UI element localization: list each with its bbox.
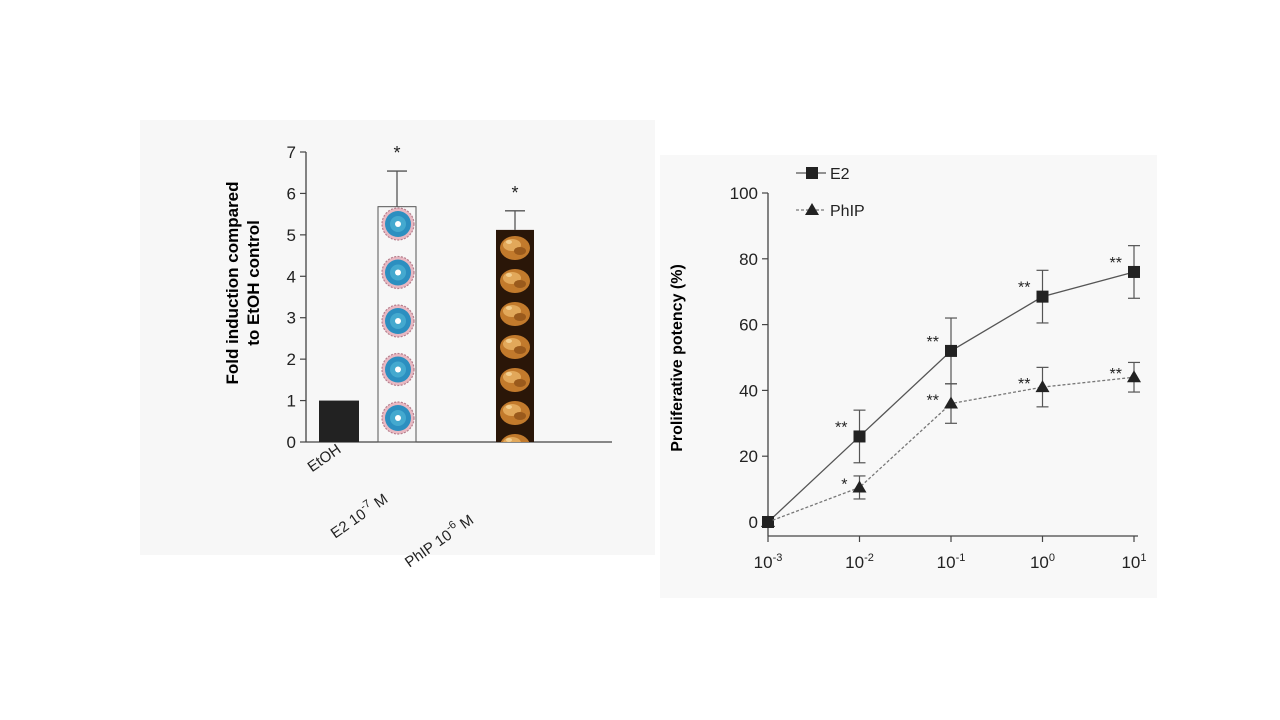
line-x-tick-label: 10-3 (754, 552, 783, 572)
data-point-triangle (852, 480, 867, 493)
line-y-tick-label: 80 (739, 250, 758, 269)
bar-y-tick-label: 2 (287, 350, 296, 369)
line-y-tick-label: 20 (739, 447, 758, 466)
line-y-tick-label: 40 (739, 381, 758, 400)
data-point-square (1128, 265, 1140, 278)
significance-label: ** (927, 334, 939, 351)
bar-significance-label: * (511, 183, 518, 203)
data-point-triangle (761, 515, 775, 527)
bar-y-tick-label: 7 (287, 143, 296, 162)
data-point-square (853, 430, 866, 443)
legend-label: E2 (830, 166, 850, 183)
significance-label: ** (1110, 366, 1122, 383)
line-x-tick-label: 10-1 (937, 552, 966, 572)
bar (496, 229, 534, 442)
line-y-tick-label: 0 (749, 513, 758, 532)
bar-y-axis-label-line-2: to EtOH control (244, 220, 263, 346)
line-x-tick-label: 10-2 (845, 552, 874, 572)
legend-label: PhIP (830, 203, 865, 220)
bar-y-axis-label-line-1: Fold induction compared (223, 181, 242, 384)
line-x-tick-label: 101 (1121, 552, 1146, 572)
bar-y-tick-label: 6 (287, 184, 296, 203)
bar-y-tick-label: 5 (287, 226, 296, 245)
line-y-tick-label: 100 (730, 184, 758, 203)
legend-marker-triangle (805, 203, 819, 215)
data-point-square (1036, 290, 1049, 303)
data-point-triangle (944, 396, 958, 409)
bar-y-tick-label: 3 (287, 309, 296, 328)
legend-marker-square (806, 167, 818, 179)
line-x-tick-label: 100 (1030, 552, 1055, 572)
significance-label: ** (927, 393, 939, 410)
line-y-axis-label: Proliferative potency (%) (669, 264, 686, 452)
line-chart-panel (660, 155, 1157, 598)
data-point-triangle (1035, 380, 1050, 393)
significance-label: ** (1110, 255, 1122, 272)
bar-significance-label: * (393, 143, 400, 163)
bar-y-tick-label: 1 (287, 392, 296, 411)
bar (377, 206, 417, 443)
line-y-tick-label: 60 (739, 316, 758, 335)
significance-label: ** (1018, 376, 1030, 393)
legend: E2 PhIP (796, 166, 865, 220)
significance-label: * (841, 476, 847, 493)
significance-label: ** (835, 419, 847, 436)
bar-y-tick-label: 4 (287, 267, 296, 286)
significance-label: ** (1018, 280, 1030, 297)
bar (319, 400, 359, 442)
data-point-square (945, 344, 957, 357)
bar-y-tick-label: 0 (287, 433, 296, 452)
data-point-triangle (1127, 370, 1141, 383)
